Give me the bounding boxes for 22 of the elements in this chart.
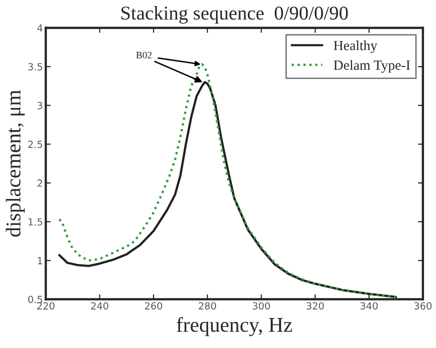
x-tick-label: 340 [360,302,378,310]
y-tick-label: 0.5 [28,296,42,304]
x-tick-label: 280 [198,302,216,310]
chart-title: Stacking sequence 0/90/0/90 [121,6,348,24]
legend-label: Delam Type-I [334,60,410,73]
x-tick-label: 320 [306,302,324,310]
y-tick-label: 4 [37,24,42,32]
y-tick-label: 3 [38,102,42,110]
y-axis-title: displacement, μm [6,90,25,237]
x-tick-label: 260 [144,302,162,310]
legend-label: Healthy [334,40,378,54]
y-tick-label: 2 [38,179,42,187]
x-axis-title: frequency, Hz [176,317,292,336]
y-tick-label: 2.5 [28,140,42,148]
y-tick-label: 1.5 [28,218,42,226]
y-tick-label: 1 [38,257,42,264]
x-tick-label: 300 [252,302,270,310]
x-tick-label: 360 [414,302,432,310]
y-tick-label: 3.5 [28,63,42,70]
x-tick-label: 240 [91,302,108,310]
x-tick-label: 220 [37,302,54,310]
annotation: B02 [136,52,152,58]
